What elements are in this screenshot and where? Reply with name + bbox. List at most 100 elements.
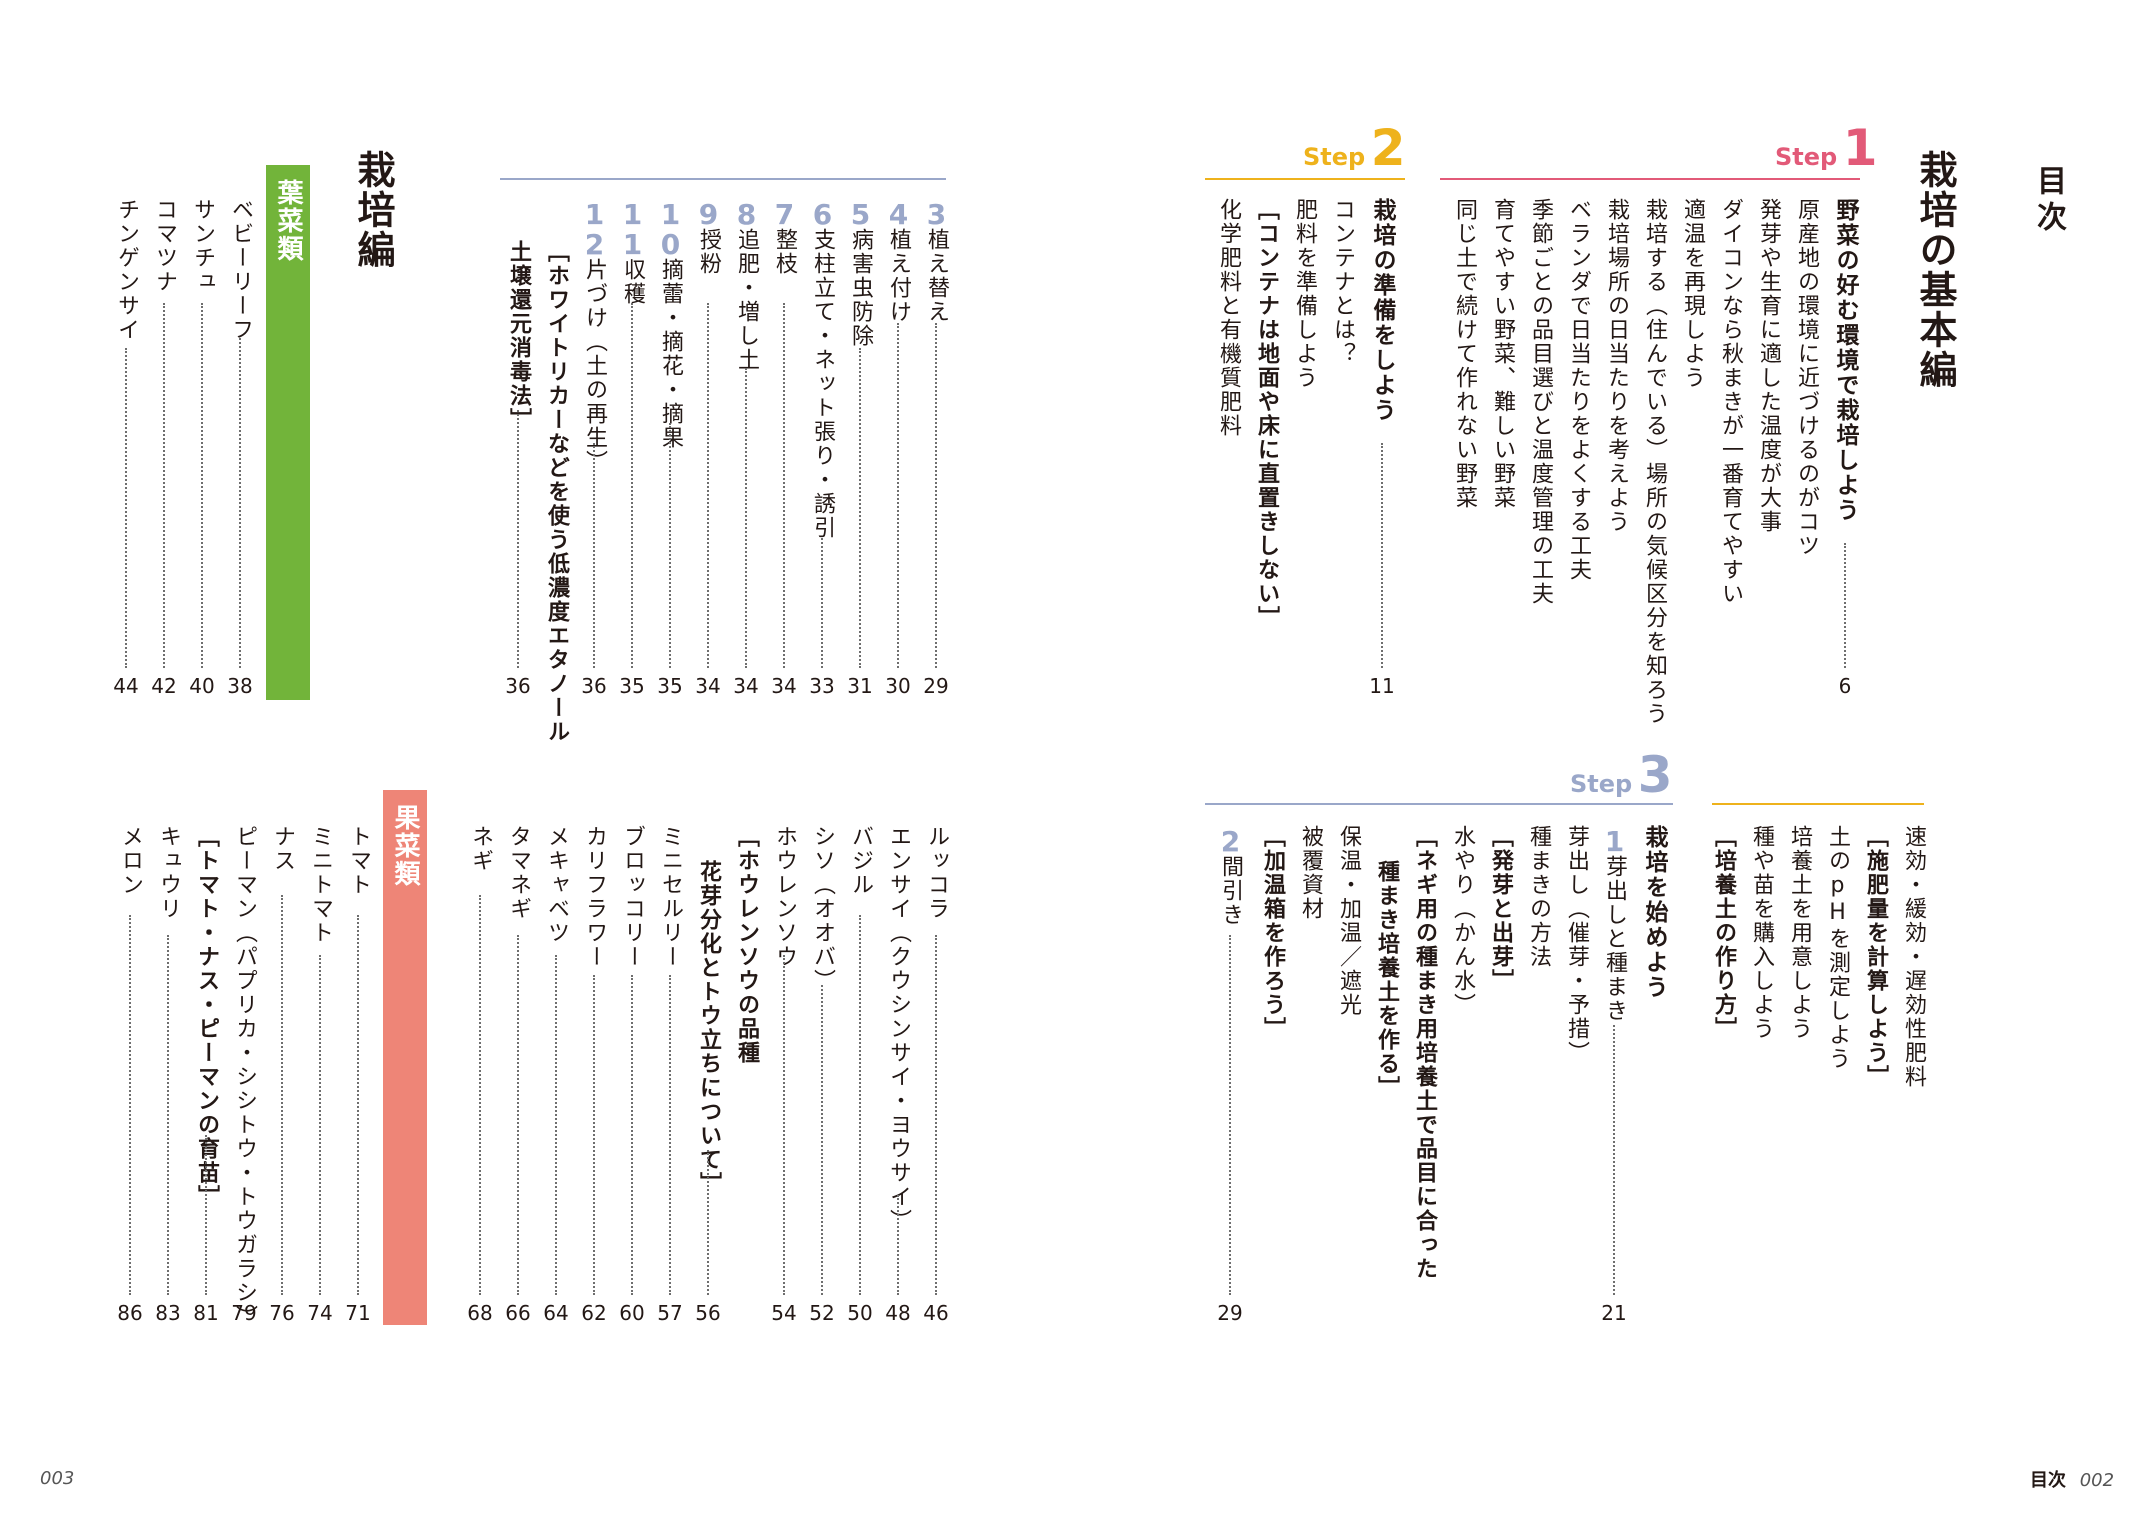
step3-number: 3 <box>1637 746 1673 804</box>
leaf2-leader <box>783 955 785 1295</box>
fruit-title: トマト <box>346 825 371 897</box>
leaf-row[interactable]: サンチュ 40 <box>184 198 220 698</box>
leaf2-page: 54 <box>771 1301 797 1325</box>
step2-page: 11 <box>1369 674 1395 698</box>
fruit-leader <box>205 1135 207 1295</box>
step3-index-2: 2 <box>1214 825 1247 855</box>
white-note-row[interactable]: 土壌還元消毒法］ 36 <box>500 240 536 698</box>
leaf-row[interactable]: ベビーリーフ 38 <box>222 198 258 698</box>
fruit-row[interactable]: トマト 71 <box>340 825 376 1325</box>
fruit-row[interactable]: ミニトマト 74 <box>302 825 338 1325</box>
step3-page-2: 29 <box>1217 1301 1243 1325</box>
step3-note: ［発芽と出芽］ <box>1488 825 1513 993</box>
leaf-row[interactable]: コマツナ 42 <box>146 198 182 698</box>
leaf-row[interactable]: チンゲンサイ 44 <box>108 198 144 698</box>
fruit-leader <box>319 955 321 1295</box>
leaf2-leader <box>897 1195 899 1295</box>
leaf2-row[interactable]: ホウレンソウ 54 <box>766 825 802 1325</box>
step3-label: Step 3 <box>1570 750 1673 800</box>
step3-title-2: 間引き <box>1218 855 1243 927</box>
step2-title-row[interactable]: 栽培の準備をしよう 11 <box>1364 198 1400 698</box>
cont-title: 片づけ（土の再生） <box>582 258 607 474</box>
cont-row-4[interactable]: 4植え付け 30 <box>880 198 916 698</box>
cont-title: 植え付け <box>886 228 911 324</box>
step1-leader <box>1844 543 1846 668</box>
step1-item: 同じ土で続けて作れない野菜 <box>1452 198 1477 510</box>
cont-row-3[interactable]: 3植え替え 29 <box>918 198 954 698</box>
step1-item: 栽培場所の日当たりを考えよう <box>1604 198 1629 534</box>
leaf2-row[interactable]: 花芽分化とトウ立ちについて］ 56 <box>690 860 726 1325</box>
leaf2-leader <box>517 935 519 1295</box>
step1-item: 発芽や生育に適した温度が大事 <box>1756 198 1781 534</box>
leaf2-row[interactable]: シソ（オオバ） 52 <box>804 825 840 1325</box>
leaf-page: 40 <box>189 674 215 698</box>
fruit-row[interactable]: メロン 86 <box>112 825 148 1325</box>
cont-row-10[interactable]: 10摘蕾・摘花・摘果 35 <box>652 198 688 698</box>
leaf2-page: 50 <box>847 1301 873 1325</box>
fruit-page: 74 <box>307 1301 333 1325</box>
step2-word: Step <box>1303 143 1366 171</box>
step1-item: ベランダで日当たりをよくする工夫 <box>1566 198 1591 582</box>
step2-item: 肥料を準備しよう <box>1292 198 1317 390</box>
leaf2-page: 64 <box>543 1301 569 1325</box>
fruit-leader <box>357 915 359 1295</box>
leaf2-row[interactable]: タマネギ 66 <box>500 825 536 1325</box>
fruit-page: 81 <box>193 1301 219 1325</box>
fruit-band: 果菜類 <box>383 790 427 1325</box>
step2-cont-rule <box>1712 803 1924 805</box>
toc-title: 目次 <box>2031 165 2066 237</box>
fruit-row[interactable]: ［トマト・ナス・ピーマンの育苗］ 81 <box>188 825 224 1325</box>
cont-row-12[interactable]: 12片づけ（土の再生） 36 <box>576 198 612 698</box>
step2-number: 2 <box>1370 119 1406 177</box>
cont-index: 10 <box>654 198 687 258</box>
step3-note: 種まき培養土を作る］ <box>1374 860 1399 1100</box>
cont-row-9[interactable]: 9授粉 34 <box>690 198 726 698</box>
cont-row-7[interactable]: 7整枝 34 <box>766 198 802 698</box>
leaf2-row[interactable]: エンサイ（クウシンサイ・ヨウサイ） 48 <box>880 825 916 1325</box>
step1-title-row[interactable]: 野菜の好む環境で栽培しよう 6 <box>1827 198 1863 698</box>
leaf2-row[interactable]: ネギ 68 <box>462 825 498 1325</box>
cont-row-8[interactable]: 8追肥・増し土 34 <box>728 198 764 698</box>
step3-title-1: 芽出しと種まき <box>1602 855 1627 1023</box>
leaf-page: 38 <box>227 674 253 698</box>
step3-row-1[interactable]: 1芽出しと種まき 21 <box>1596 825 1632 1325</box>
leaf2-leader <box>593 975 595 1295</box>
fruit-page: 76 <box>269 1301 295 1325</box>
cont-row-5[interactable]: 5病害虫防除 31 <box>842 198 878 698</box>
leaf2-page: 66 <box>505 1301 531 1325</box>
white-page: 36 <box>505 674 531 698</box>
right-footer-label: 目次 <box>2030 1470 2066 1491</box>
leaf2-row[interactable]: バジル 50 <box>842 825 878 1325</box>
leaf2-title: バジル <box>848 825 873 897</box>
leaf2-row[interactable]: カリフラワー 62 <box>576 825 612 1325</box>
leaf2-leader <box>707 1150 709 1295</box>
cont-row-11[interactable]: 11収穫 35 <box>614 198 650 698</box>
cont-index: 9 <box>692 198 725 228</box>
cont-page: 35 <box>619 674 645 698</box>
step1-label: Step 1 <box>1775 123 1878 173</box>
leaf-title: コマツナ <box>152 198 177 294</box>
leaf2-row[interactable]: ルッコラ 46 <box>918 825 954 1325</box>
cont-leader <box>745 368 747 668</box>
step3-row-2[interactable]: 2間引き 29 <box>1212 825 1248 1325</box>
cont-leader <box>593 443 595 668</box>
step3-item: 保温・加温／遮光 <box>1336 825 1361 1017</box>
leaf2-leader <box>935 935 937 1295</box>
step3-leader-2 <box>1229 935 1231 1295</box>
fruit-row[interactable]: キュウリ 83 <box>150 825 186 1325</box>
leaf2-page: 46 <box>923 1301 949 1325</box>
leaf2-row[interactable]: ブロッコリー 60 <box>614 825 650 1325</box>
leaf2-page: 68 <box>467 1301 493 1325</box>
fruit-row[interactable]: ピーマン（パプリカ・シシトウ・トウガラシ） 79 <box>226 825 262 1329</box>
leaf2-page: 62 <box>581 1301 607 1325</box>
cont-title: 摘蕾・摘花・摘果 <box>658 258 683 450</box>
step3-leader-1 <box>1613 1025 1615 1295</box>
leaf-leader <box>125 348 127 668</box>
cont-row-6[interactable]: 6支柱立て・ネット張り・誘引 33 <box>804 198 840 698</box>
leaf2-row[interactable]: ミニセルリー 57 <box>652 825 688 1325</box>
cont-page: 30 <box>885 674 911 698</box>
step1-item: 原産地の環境に近づけるのがコツ <box>1794 198 1819 558</box>
fruit-leader <box>167 935 169 1295</box>
leaf2-row[interactable]: メキャベツ 64 <box>538 825 574 1325</box>
fruit-row[interactable]: ナス 76 <box>264 825 300 1325</box>
